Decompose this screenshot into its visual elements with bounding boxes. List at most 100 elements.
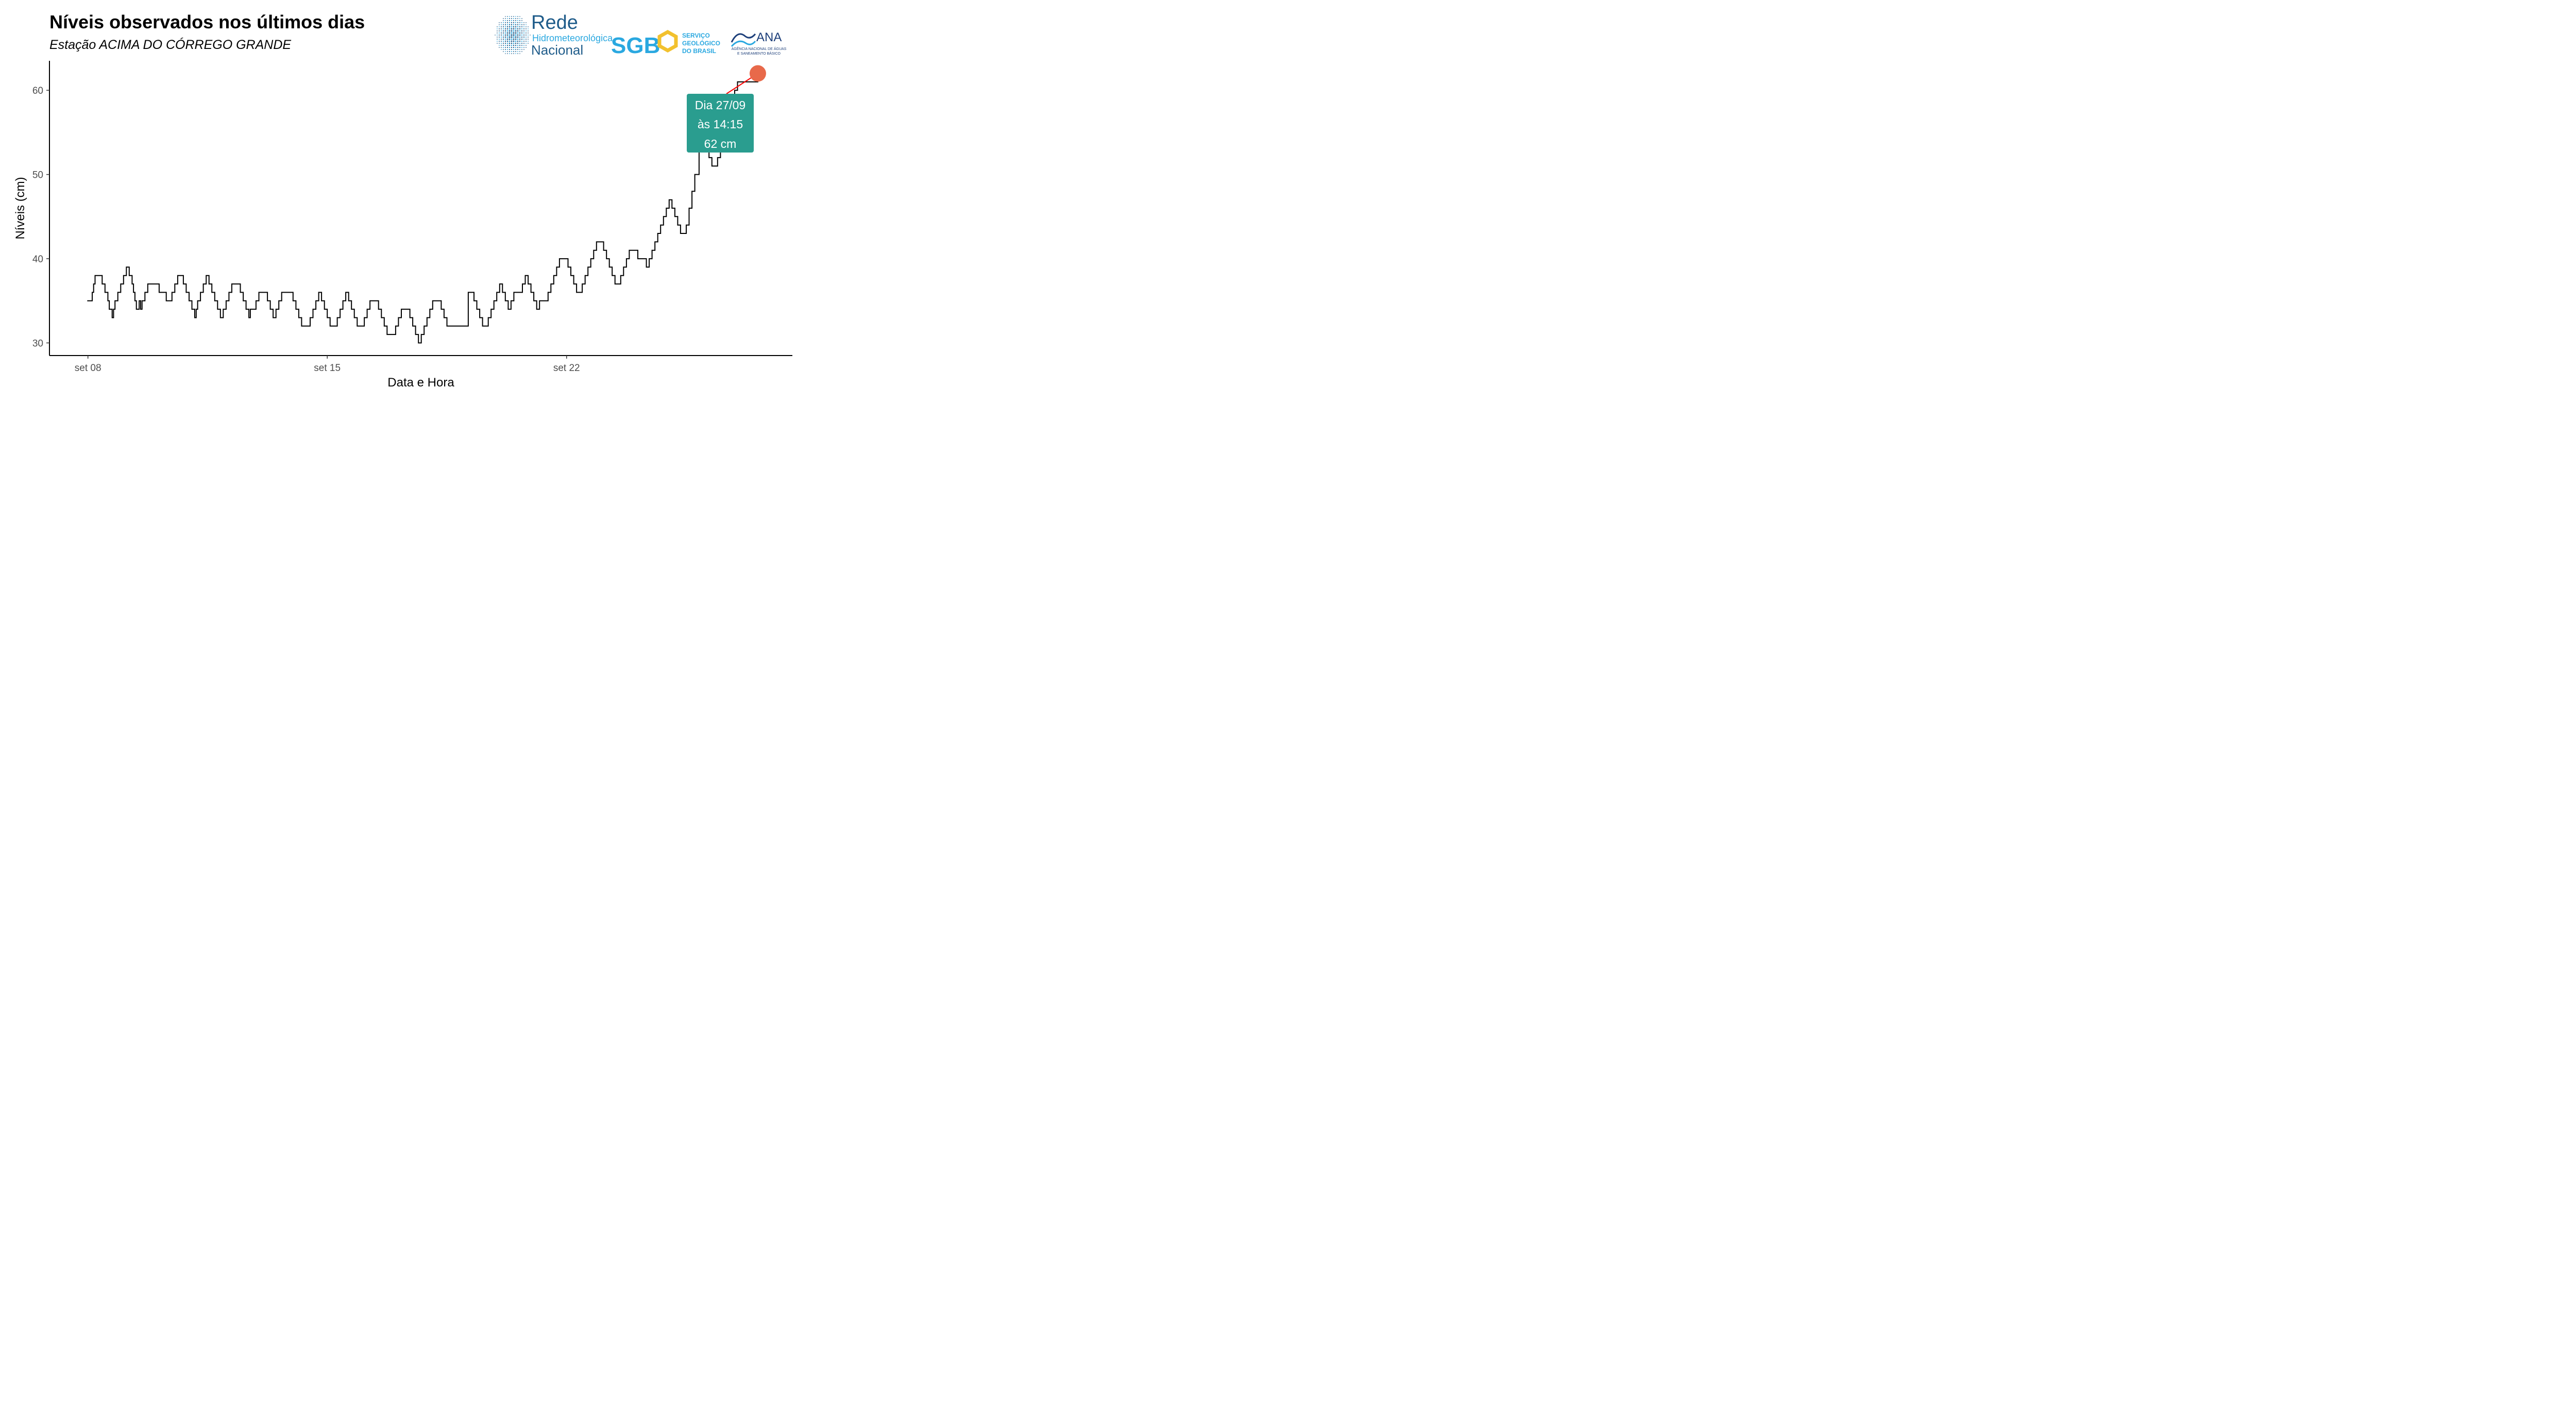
rede-dot bbox=[526, 35, 527, 36]
page-title: Níveis observados nos últimos dias bbox=[49, 11, 365, 32]
rede-dot bbox=[499, 39, 500, 40]
rede-dot bbox=[526, 32, 527, 33]
rede-dot bbox=[517, 40, 519, 42]
rede-dot bbox=[503, 20, 504, 21]
ana-logo-line2: E SANEAMENTO BÁSICO bbox=[737, 51, 781, 56]
rede-dot bbox=[515, 16, 516, 17]
rede-dot bbox=[513, 42, 515, 44]
rede-dot bbox=[507, 49, 508, 50]
rede-dot bbox=[500, 32, 502, 34]
rede-dot bbox=[497, 39, 498, 40]
annotation-date: Dia 27/09 bbox=[695, 98, 745, 112]
rede-dot bbox=[521, 24, 523, 26]
rede-dot bbox=[526, 30, 527, 31]
rede-dot bbox=[497, 30, 498, 31]
rede-dot bbox=[511, 53, 512, 54]
rede-dot bbox=[505, 49, 506, 50]
rede-dot bbox=[513, 18, 514, 19]
rede-dot bbox=[499, 43, 500, 44]
rede-dot bbox=[523, 47, 524, 48]
rede-dot bbox=[499, 45, 500, 46]
rede-dot bbox=[528, 26, 529, 27]
rede-dot bbox=[513, 46, 515, 48]
rede-dot bbox=[505, 53, 506, 54]
rede-dot bbox=[517, 26, 519, 28]
rede-dot bbox=[513, 40, 515, 42]
rede-dot bbox=[517, 18, 518, 19]
rede-dot bbox=[528, 41, 529, 42]
rede-dot bbox=[526, 47, 527, 48]
rede-dot bbox=[513, 22, 515, 24]
rede-dot bbox=[502, 36, 504, 38]
rede-dot bbox=[515, 51, 516, 52]
last-observation-point[interactable] bbox=[749, 65, 766, 82]
rede-dot bbox=[509, 30, 511, 32]
rede-dot bbox=[515, 26, 517, 28]
rede-dot bbox=[526, 28, 527, 29]
rede-dot bbox=[528, 43, 529, 44]
rede-dot bbox=[509, 20, 511, 22]
rede-dot bbox=[506, 42, 509, 44]
sgb-logo-mark: SGB bbox=[611, 33, 660, 58]
y-axis-ticks: 30 40 50 60 bbox=[32, 86, 49, 349]
rede-dot bbox=[502, 34, 504, 36]
rede-dot bbox=[497, 35, 498, 36]
rede-dot bbox=[501, 26, 502, 27]
rede-dot bbox=[502, 32, 504, 34]
rede-dot bbox=[504, 32, 506, 34]
rede-dot bbox=[513, 20, 515, 22]
y-tick-label: 30 bbox=[32, 338, 43, 349]
rede-dot bbox=[523, 26, 524, 27]
ana-wave-icon-2 bbox=[731, 40, 756, 47]
rede-dot bbox=[515, 53, 516, 54]
rede-dot bbox=[521, 36, 523, 38]
rede-dot bbox=[526, 43, 527, 44]
rede-dot bbox=[523, 49, 524, 50]
rede-dot bbox=[504, 24, 506, 26]
rede-dot bbox=[519, 36, 521, 38]
rede-dot bbox=[517, 46, 519, 48]
sgb-logo-line2: GEOLÓGICO bbox=[682, 39, 720, 47]
rede-dot bbox=[528, 37, 529, 38]
rede-dot bbox=[504, 30, 506, 32]
rede-dot bbox=[515, 24, 517, 26]
y-tick-label: 50 bbox=[32, 170, 43, 181]
rede-dot bbox=[521, 26, 523, 28]
rede-dot bbox=[523, 40, 525, 42]
sgb-logo-line1: SERVIÇO bbox=[682, 32, 710, 39]
rede-dot bbox=[504, 28, 506, 30]
rede-dot bbox=[504, 22, 506, 24]
rede-dot bbox=[499, 22, 500, 23]
rede-dot bbox=[509, 34, 511, 36]
rede-dot bbox=[506, 32, 509, 34]
rede-dot bbox=[515, 36, 517, 38]
rede-dot bbox=[507, 51, 508, 52]
rede-dot bbox=[504, 44, 506, 46]
rede-dot bbox=[506, 34, 509, 36]
rede-dot bbox=[523, 43, 524, 44]
rede-dot bbox=[523, 30, 525, 32]
rede-dot bbox=[517, 51, 518, 52]
rede-dot bbox=[507, 18, 508, 19]
y-tick-label: 60 bbox=[32, 86, 43, 96]
rede-dot bbox=[509, 26, 511, 28]
rede-dot bbox=[517, 24, 519, 26]
rede-dot bbox=[519, 46, 521, 48]
rede-dot bbox=[526, 37, 527, 38]
rede-dot bbox=[505, 51, 506, 52]
page-subtitle: Estação ACIMA DO CÓRREGO GRANDE bbox=[49, 38, 292, 52]
rede-dot bbox=[501, 49, 502, 50]
rede-dot bbox=[502, 26, 504, 28]
rede-dot bbox=[519, 42, 521, 44]
rede-dot bbox=[521, 18, 522, 19]
rede-dot bbox=[497, 26, 498, 27]
rede-dot bbox=[509, 38, 511, 40]
rede-dot bbox=[506, 38, 509, 40]
rede-dot bbox=[521, 34, 523, 36]
rede-dot bbox=[526, 24, 527, 25]
rede-dot bbox=[509, 40, 511, 42]
rede-dot bbox=[528, 39, 529, 40]
rede-dot bbox=[497, 32, 498, 33]
rede-dot bbox=[503, 22, 504, 23]
rede-dot bbox=[521, 44, 523, 46]
